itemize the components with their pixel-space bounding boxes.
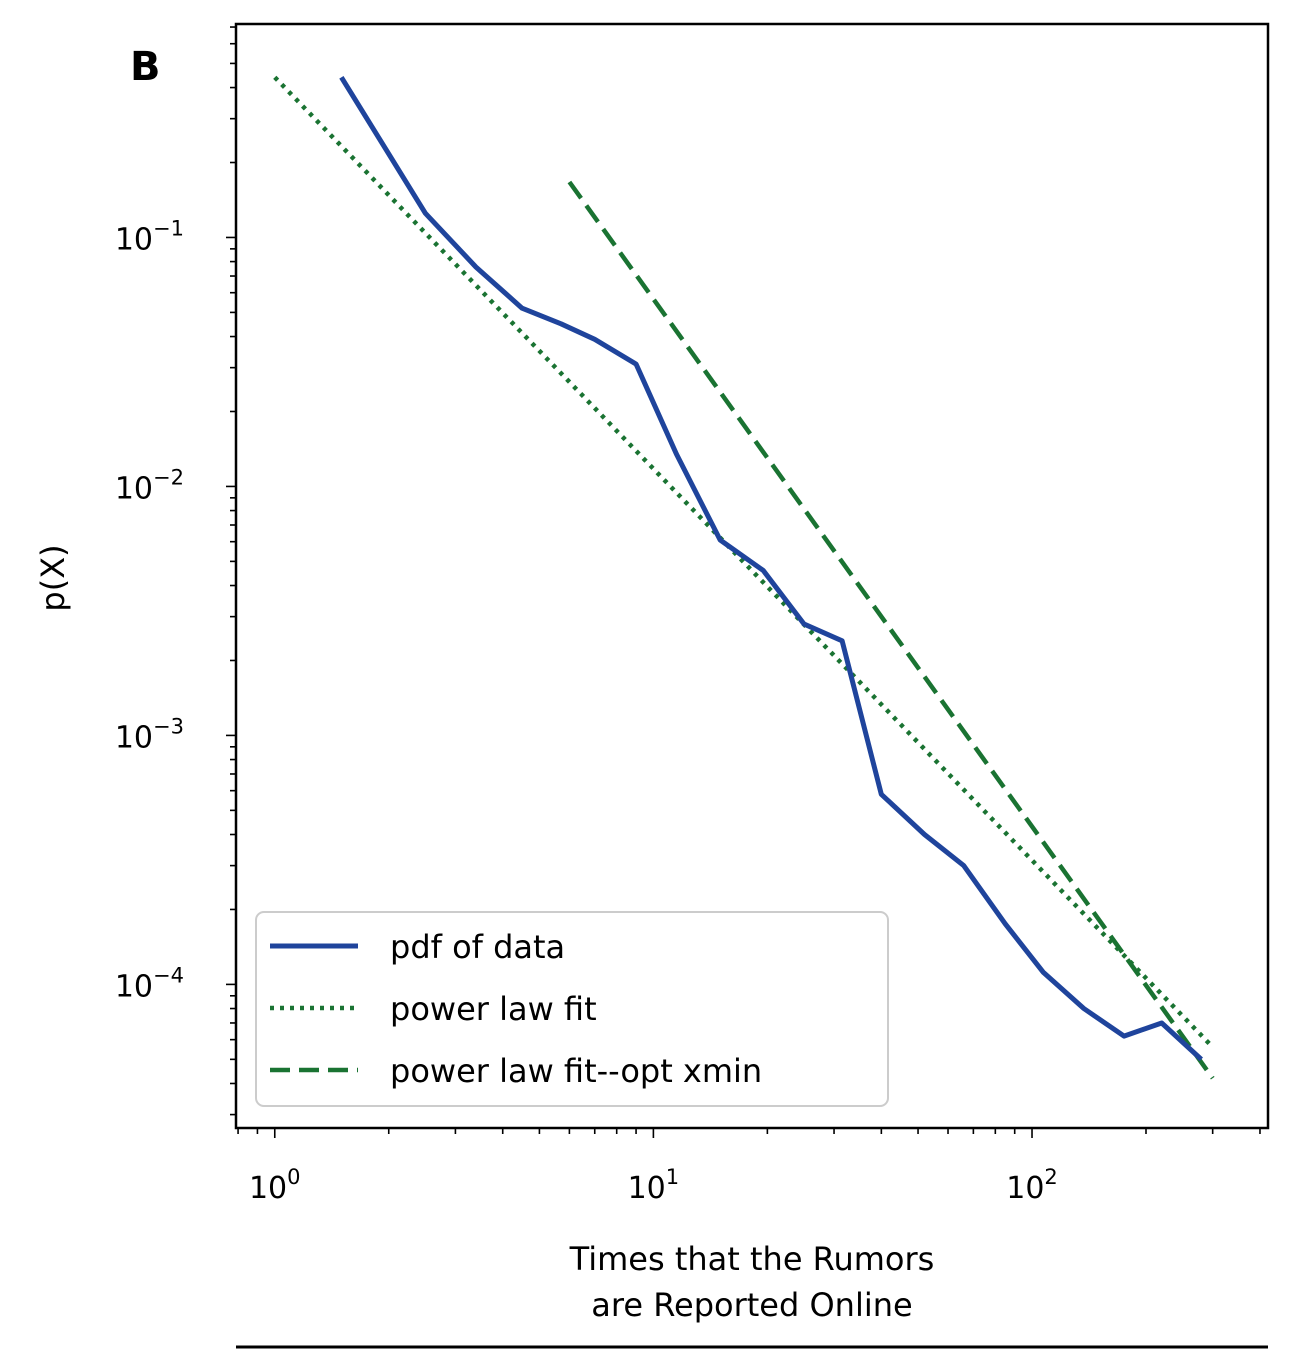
x-axis-title-line-2: are Reported Online [591, 1286, 912, 1324]
y-axis-title: p(X) [34, 544, 72, 611]
plot-frame [234, 22, 1270, 1130]
axis-ticks: 100 101 102 10−1 10−2 10−3 10−4 [115, 26, 1261, 1206]
y-tick-label: 10−1 [115, 216, 184, 257]
panel-label: B [130, 44, 161, 90]
x-tick-label: 102 [1006, 1165, 1058, 1206]
x-tick-label: 100 [249, 1165, 301, 1206]
plot-area [273, 75, 1215, 1080]
y-tick-label: 10−2 [115, 465, 184, 506]
legend-label-pdf-of-data: pdf of data [390, 928, 565, 966]
x-tick-label: 101 [628, 1165, 680, 1206]
legend-label-power-law-fit-opt-xmin: power law fit--opt xmin [390, 1052, 762, 1090]
y-tick-label: 10−3 [115, 714, 184, 755]
legend: pdf of data power law fit power law fit-… [255, 911, 889, 1107]
legend-label-power-law-fit: power law fit [390, 990, 597, 1028]
series-line-power-law-fit-opt-xmin [567, 180, 1215, 1080]
series-line-pdf-of-data [339, 75, 1203, 1062]
y-tick-label: 10−4 [115, 963, 184, 1004]
x-axis-title-line-1: Times that the Rumors [569, 1240, 935, 1278]
legend-box [255, 911, 889, 1107]
